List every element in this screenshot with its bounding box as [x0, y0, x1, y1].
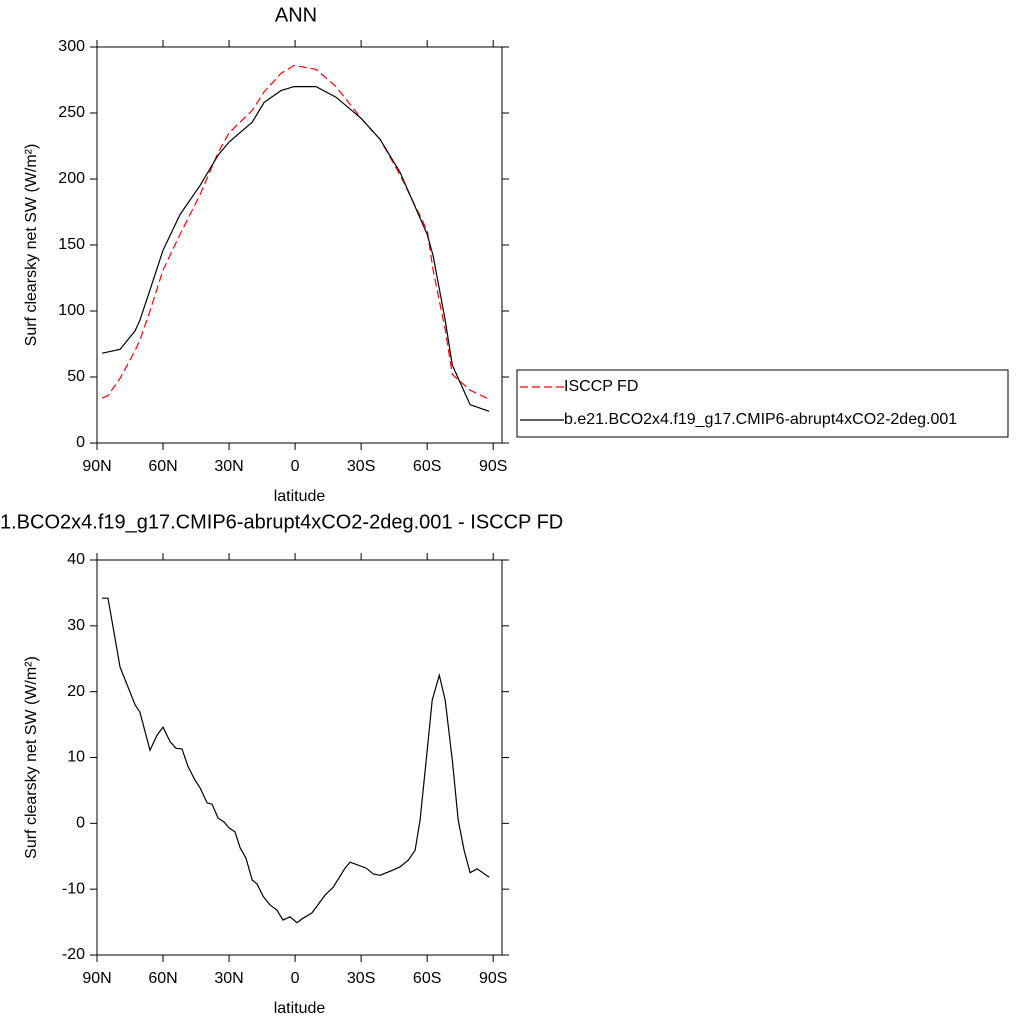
y-tick-label: 100 — [58, 302, 85, 319]
x-tick-label: 60S — [413, 970, 441, 987]
y-tick-label: 200 — [58, 170, 85, 187]
y-axis-label: Surf clearsky net SW (W/m²) — [23, 656, 40, 859]
x-tick-label: 60S — [413, 458, 441, 475]
x-tick-label: 60N — [148, 458, 177, 475]
data-line — [101, 86, 490, 412]
y-tick-label: 20 — [67, 683, 85, 700]
data-line — [101, 64, 490, 400]
x-tick-label: 90N — [82, 458, 111, 475]
x-tick-label: 60N — [148, 970, 177, 987]
x-tick-label: 90S — [479, 458, 507, 475]
chart-title: ANN — [275, 4, 317, 26]
y-tick-label: 30 — [67, 617, 85, 634]
y-axis-label: Surf clearsky net SW (W/m²) — [23, 144, 40, 347]
x-axis-label: latitude — [274, 488, 326, 505]
y-tick-label: 250 — [58, 104, 85, 121]
x-tick-label: 0 — [291, 970, 300, 987]
x-tick-label: 30N — [214, 970, 243, 987]
y-tick-label: -20 — [62, 946, 85, 963]
legend-label: ISCCP FD — [564, 378, 638, 395]
legend-label: b.e21.BCO2x4.f19_g17.CMIP6-abrupt4xCO2-2… — [564, 411, 957, 428]
chart-title: 1.BCO2x4.f19_g17.CMIP6-abrupt4xCO2-2deg.… — [0, 511, 563, 533]
x-tick-label: 0 — [291, 458, 300, 475]
y-tick-label: 0 — [76, 815, 85, 832]
x-tick-label: 30N — [214, 458, 243, 475]
legend-box — [516, 369, 1009, 438]
y-tick-label: 50 — [67, 368, 85, 385]
y-tick-label: 300 — [58, 38, 85, 55]
y-tick-label: 40 — [67, 551, 85, 568]
y-tick-label: -10 — [62, 880, 85, 897]
data-line — [102, 597, 490, 924]
y-tick-label: 0 — [76, 434, 85, 451]
y-tick-label: 150 — [58, 236, 85, 253]
x-tick-label: 90S — [479, 970, 507, 987]
plot-frame — [96, 46, 503, 444]
x-tick-label: 30S — [347, 458, 375, 475]
x-tick-label: 90N — [82, 970, 111, 987]
x-axis-label: latitude — [274, 1000, 326, 1017]
plot-frame — [96, 559, 503, 956]
x-tick-label: 30S — [347, 970, 375, 987]
y-tick-label: 10 — [67, 749, 85, 766]
